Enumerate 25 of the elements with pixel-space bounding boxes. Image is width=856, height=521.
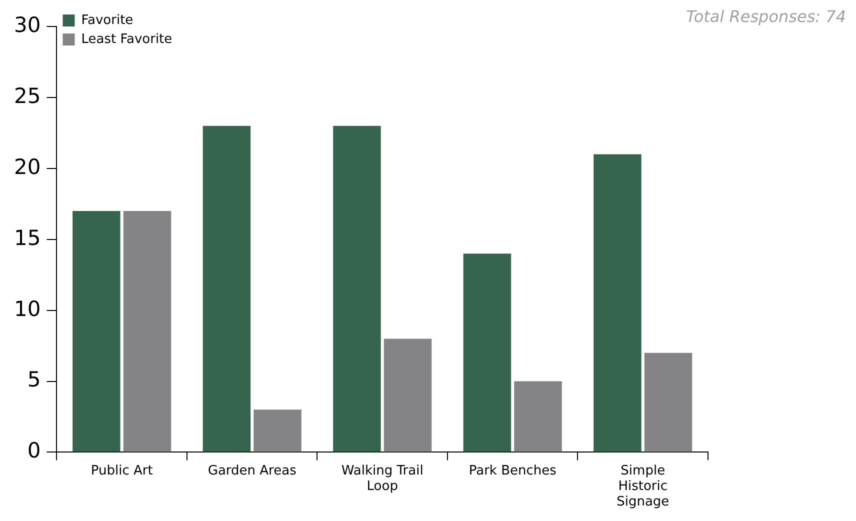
legend-label: Favorite <box>81 12 134 28</box>
bar <box>594 154 642 452</box>
legend-label: Least Favorite <box>81 32 172 47</box>
bar <box>254 410 302 452</box>
y-tick-label: 10 <box>14 296 41 321</box>
y-tick-label: 30 <box>14 13 41 38</box>
bar <box>384 338 432 452</box>
y-tick-label: 5 <box>27 368 41 392</box>
bar <box>72 211 120 452</box>
y-tick-label: 0 <box>27 438 41 463</box>
y-tick-label: 15 <box>14 226 41 250</box>
x-tick-label: Park Benches <box>468 463 557 478</box>
bar <box>463 254 512 452</box>
bar <box>333 126 381 452</box>
bar <box>514 381 562 452</box>
bar <box>644 352 692 452</box>
y-tick-label: 25 <box>14 84 41 108</box>
x-tick-label: Garden Areas <box>208 463 297 478</box>
text: Total Responses: 74 <box>686 7 846 26</box>
bar <box>202 126 251 452</box>
y-tick-label: 20 <box>14 154 41 179</box>
x-tick-label: Walking Trail Loop <box>341 463 424 494</box>
x-tick-label: Simple Historic Signage <box>616 463 670 510</box>
x-tick-label: Public Art <box>90 463 153 478</box>
bar <box>123 211 172 452</box>
